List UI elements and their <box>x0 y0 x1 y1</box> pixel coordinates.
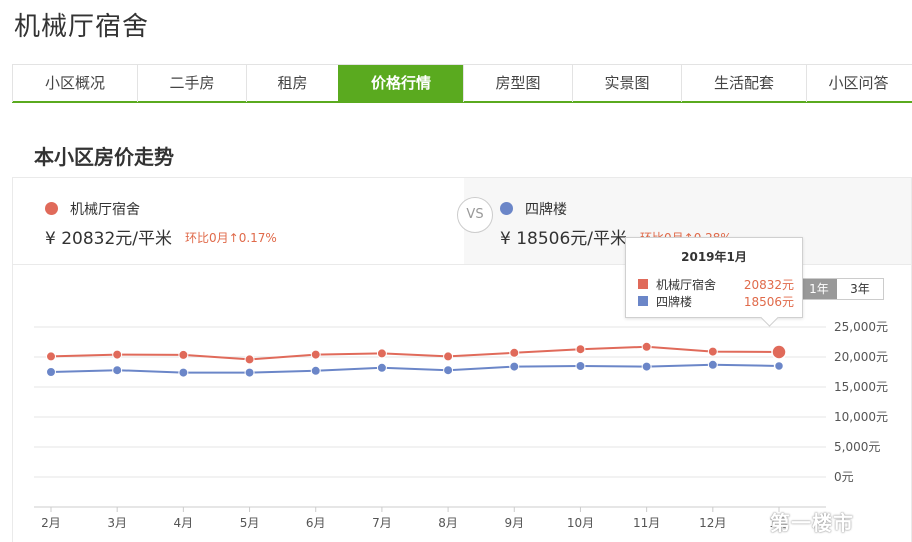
tab-overview[interactable]: 小区概况 <box>12 65 137 102</box>
y-tick-label: 10,000元 <box>834 410 888 424</box>
tooltip-row: 四牌楼 18506元 <box>638 293 794 309</box>
right-price: ¥ 18506元/平米 <box>500 229 628 249</box>
tooltip-row: 机械厅宿舍 20832元 <box>638 276 794 292</box>
tab-photos[interactable]: 实景图 <box>572 65 681 102</box>
vs-badge: VS <box>457 197 493 233</box>
tab-amenities[interactable]: 生活配套 <box>681 65 806 102</box>
data-point <box>46 351 56 362</box>
data-point <box>376 348 387 359</box>
data-point <box>310 349 321 360</box>
x-tick-label: 3月 <box>107 516 127 530</box>
tab-floor-plan[interactable]: 房型图 <box>463 65 572 102</box>
left-price: ¥ 20832元/平米 <box>45 229 173 249</box>
period-3-year-button[interactable]: 3年 <box>837 279 883 299</box>
left-series-dot-icon <box>45 202 58 215</box>
data-point <box>376 362 387 373</box>
period-1-year-button[interactable]: 1年 <box>801 279 837 299</box>
left-change: 环比0月↑0.17% <box>185 231 277 245</box>
data-point <box>641 341 652 352</box>
x-tick-label: 8月 <box>438 516 458 530</box>
data-point <box>244 367 255 378</box>
data-point <box>244 354 255 365</box>
data-point <box>310 365 321 376</box>
data-point <box>771 344 787 360</box>
y-tick-label: 5,000元 <box>834 440 880 454</box>
series-line <box>50 345 780 361</box>
data-point <box>443 351 454 362</box>
data-point <box>178 367 189 378</box>
page-title: 机械厅宿舍 <box>14 12 150 42</box>
chart-tooltip: 2019年1月 机械厅宿舍 20832元 四牌楼 18506元 <box>625 237 803 318</box>
data-point <box>112 349 123 360</box>
data-point <box>641 361 652 372</box>
data-point <box>773 360 785 372</box>
compare-left: 机械厅宿舍 ¥ 20832元/平米 环比0月↑0.17% <box>13 178 464 264</box>
data-point <box>178 349 189 360</box>
nav-tabs: 小区概况 二手房 租房 价格行情 房型图 实景图 生活配套 小区问答 <box>12 64 912 103</box>
x-tick-label: 7月 <box>372 516 392 530</box>
tooltip-series-value: 20832元 <box>743 278 794 292</box>
x-tick-label: 2月 <box>41 516 61 530</box>
data-point <box>575 344 586 355</box>
data-point <box>112 365 123 376</box>
section-title: 本小区房价走势 <box>34 145 174 169</box>
tab-qa[interactable]: 小区问答 <box>806 65 910 102</box>
x-tick-label: 11月 <box>633 516 660 530</box>
y-tick-label: 15,000元 <box>834 380 888 394</box>
x-tick-label: 4月 <box>174 516 194 530</box>
data-point <box>46 367 56 377</box>
tooltip-title: 2019年1月 <box>681 250 747 264</box>
series-line <box>50 363 780 374</box>
x-tick-label: 1月 <box>769 516 789 530</box>
x-tick-label: 9月 <box>504 516 524 530</box>
x-tick-label: 6月 <box>306 516 326 530</box>
data-point <box>509 361 520 372</box>
tooltip-series-name: 机械厅宿舍 <box>656 278 717 292</box>
x-tick-label: 5月 <box>240 516 260 530</box>
x-tick-label: 10月 <box>567 516 594 530</box>
data-point <box>509 347 520 358</box>
tooltip-series-value: 18506元 <box>743 295 794 309</box>
y-tick-label: 25,000元 <box>834 320 888 334</box>
data-point <box>707 359 718 370</box>
y-tick-label: 0元 <box>834 470 854 484</box>
left-community-name: 机械厅宿舍 <box>70 202 140 218</box>
watermark-logo: 第一楼市 <box>770 511 854 535</box>
right-series-dot-icon <box>500 202 513 215</box>
tab-rent[interactable]: 租房 <box>246 65 338 102</box>
tooltip-swatch-icon <box>638 296 648 306</box>
data-point <box>443 365 454 376</box>
tab-second-hand[interactable]: 二手房 <box>137 65 246 102</box>
tooltip-series-name: 四牌楼 <box>656 295 693 309</box>
tooltip-swatch-icon <box>638 279 648 289</box>
y-tick-label: 20,000元 <box>834 350 888 364</box>
right-community-name: 四牌楼 <box>525 202 567 218</box>
comparison-panel: 机械厅宿舍 ¥ 20832元/平米 环比0月↑0.17% 四牌楼 ¥ 18506… <box>12 177 912 265</box>
x-tick-label: 12月 <box>699 516 726 530</box>
data-point <box>707 346 718 357</box>
period-selector: 1年 3年 <box>800 278 884 300</box>
tab-price-trend[interactable]: 价格行情 <box>338 65 463 102</box>
data-point <box>575 361 586 371</box>
